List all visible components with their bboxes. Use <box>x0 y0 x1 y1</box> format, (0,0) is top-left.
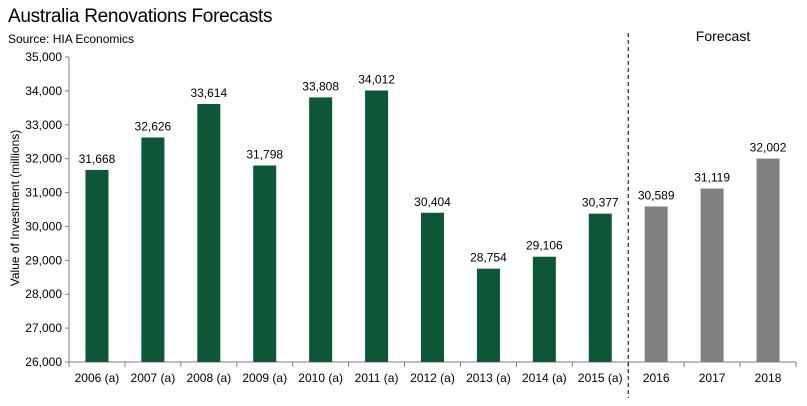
bar-2012-a <box>421 212 444 362</box>
data-label: 34,012 <box>358 72 395 86</box>
data-label: 28,754 <box>470 251 507 265</box>
bar-2016 <box>644 206 668 362</box>
x-tick-label: 2015 (a) <box>578 371 623 385</box>
y-tick-label: 32,000 <box>25 152 62 166</box>
data-label: 31,119 <box>694 171 730 185</box>
x-tick-label: 2012 (a) <box>410 371 455 385</box>
data-label: 32,002 <box>750 141 787 155</box>
data-label: 33,614 <box>190 86 227 100</box>
y-tick-label: 35,000 <box>25 50 62 64</box>
bar-2009-a <box>253 165 277 362</box>
bars: 31,668 2006 (a) 32,626 2007 (a) 33,614 2008 (… <box>75 72 787 385</box>
y-tick-label: 28,000 <box>25 287 62 301</box>
x-tick-label: 2013 (a) <box>466 371 511 385</box>
x-tick-label: 2014 (a) <box>522 371 567 385</box>
bar-2011-a <box>365 90 389 362</box>
x-tick-label: 2017 <box>699 371 726 385</box>
x-tick-label: 2016 <box>643 371 670 385</box>
x-tick-label: 2006 (a) <box>75 371 120 385</box>
bar-2013-a <box>476 268 500 362</box>
data-label: 31,798 <box>246 148 283 162</box>
y-axis-label: Value of Investment (millions) <box>8 130 22 287</box>
y-tick-label: 33,000 <box>25 118 62 132</box>
bar-2008-a <box>197 103 221 362</box>
y-tick-label: 30,000 <box>25 219 62 233</box>
x-tick-label: 2009 (a) <box>242 371 287 385</box>
bar-2018 <box>756 158 780 362</box>
bar-2015-a <box>588 213 612 362</box>
x-tick-label: 2008 (a) <box>186 371 231 385</box>
bar-2010-a <box>309 97 333 362</box>
y-tick-label: 27,000 <box>25 321 62 335</box>
bar-2017 <box>700 188 724 362</box>
chart-title: Australia Renovations Forecasts <box>8 6 273 27</box>
y-tick-label: 29,000 <box>25 253 62 267</box>
bar-2007-a <box>141 137 165 362</box>
data-label: 30,377 <box>582 196 619 210</box>
y-tick-label: 31,000 <box>25 186 62 200</box>
bar-2014-a <box>532 256 556 362</box>
data-label: 30,589 <box>638 188 675 202</box>
chart-subtitle: Source: HIA Economics <box>8 32 135 46</box>
y-tick-label: 34,000 <box>25 84 62 98</box>
x-tick-label: 2018 <box>755 371 782 385</box>
axes: 26,000 27,000 28,000 29,000 30,000 31,000 32,0… <box>25 33 797 398</box>
bar-2006-a <box>85 169 109 362</box>
data-label: 32,626 <box>135 119 172 133</box>
data-label: 29,106 <box>526 239 563 253</box>
x-tick-label: 2007 (a) <box>131 371 176 385</box>
data-label: 33,808 <box>302 79 339 93</box>
x-tick-label: 2010 (a) <box>298 371 343 385</box>
y-tick-label: 26,000 <box>25 355 62 369</box>
data-label: 30,404 <box>414 195 451 209</box>
x-tick-label: 2011 (a) <box>355 371 399 385</box>
data-label: 31,668 <box>79 152 116 166</box>
forecast-annotation: Forecast <box>696 28 751 44</box>
